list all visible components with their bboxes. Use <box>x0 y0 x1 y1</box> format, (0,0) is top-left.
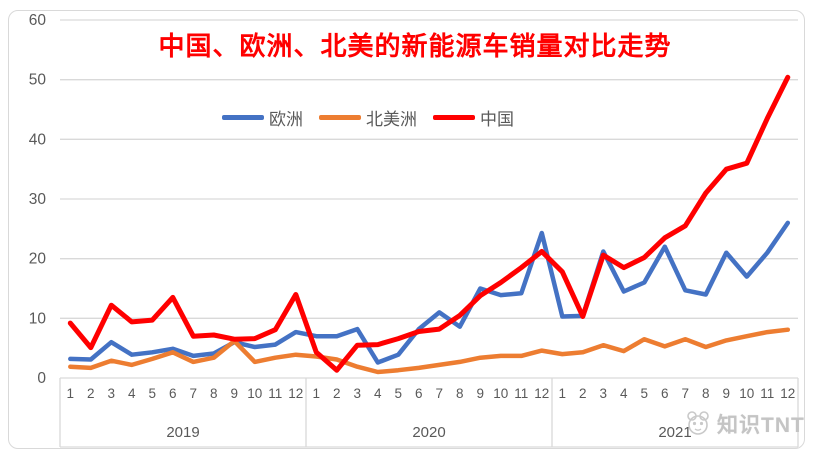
month-label: 3 <box>353 386 361 401</box>
month-label: 11 <box>268 386 282 401</box>
month-label: 4 <box>620 386 628 401</box>
month-label: 2 <box>333 386 341 401</box>
y-tick-label: 50 <box>29 72 47 89</box>
month-label: 10 <box>247 386 262 401</box>
legend-label: 欧洲 <box>269 110 303 129</box>
y-tick-label: 30 <box>29 191 47 208</box>
month-label: 6 <box>169 386 177 401</box>
month-label: 10 <box>493 386 508 401</box>
month-label: 12 <box>288 386 303 401</box>
year-label-2019: 2019 <box>166 424 199 441</box>
month-label: 5 <box>148 386 156 401</box>
chart-legend: 欧洲 北美洲 中国 <box>222 105 514 130</box>
chart-border <box>8 10 805 449</box>
year-label-2021: 2021 <box>658 424 691 441</box>
y-tick-label: 20 <box>29 251 47 268</box>
legend-swatch <box>433 115 475 120</box>
legend-item-1: 北美洲 <box>319 105 417 130</box>
watermark-text: 知识TNT <box>717 414 805 437</box>
month-label: 8 <box>210 386 218 401</box>
series-line-north-america <box>68 327 791 375</box>
year-label-2020: 2020 <box>412 424 445 441</box>
month-label: 2 <box>87 386 95 401</box>
legend-swatch <box>222 115 264 120</box>
legend-item-0: 欧洲 <box>222 105 303 130</box>
watermark: 知识TNT <box>683 409 805 439</box>
y-tick-label: 10 <box>29 310 47 327</box>
month-label: 7 <box>681 386 689 401</box>
y-tick-label: 0 <box>37 370 46 387</box>
month-label: 9 <box>230 386 238 401</box>
month-label: 1 <box>558 386 566 401</box>
month-label: 11 <box>514 386 528 401</box>
y-tick-label: 40 <box>29 131 47 148</box>
series-line-europe <box>68 220 791 365</box>
legend-label: 北美洲 <box>366 110 417 129</box>
legend-swatch <box>319 115 361 120</box>
month-label: 12 <box>534 386 549 401</box>
month-label: 4 <box>374 386 382 401</box>
month-label: 7 <box>189 386 197 401</box>
panda-logo-icon <box>687 411 709 435</box>
legend-label: 中国 <box>480 110 514 129</box>
month-label: 3 <box>107 386 115 401</box>
month-label: 6 <box>661 386 669 401</box>
month-label: 12 <box>780 386 795 401</box>
month-label: 8 <box>456 386 464 401</box>
month-label: 5 <box>394 386 402 401</box>
legend-item-2: 中国 <box>433 105 514 130</box>
month-label: 1 <box>312 386 320 401</box>
chart-title: 中国、欧洲、北美的新能源车销量对比走势 <box>158 31 672 61</box>
series-line-china <box>67 74 791 373</box>
y-tick-label: 60 <box>29 12 47 29</box>
month-label: 10 <box>739 386 754 401</box>
month-label: 9 <box>476 386 484 401</box>
month-label: 4 <box>128 386 136 401</box>
month-label: 3 <box>599 386 607 401</box>
month-label: 2 <box>579 386 587 401</box>
month-label: 11 <box>760 386 774 401</box>
month-label: 6 <box>415 386 423 401</box>
month-label: 1 <box>66 386 74 401</box>
month-label: 8 <box>702 386 710 401</box>
month-label: 5 <box>640 386 648 401</box>
month-label: 7 <box>435 386 443 401</box>
month-label: 9 <box>722 386 730 401</box>
